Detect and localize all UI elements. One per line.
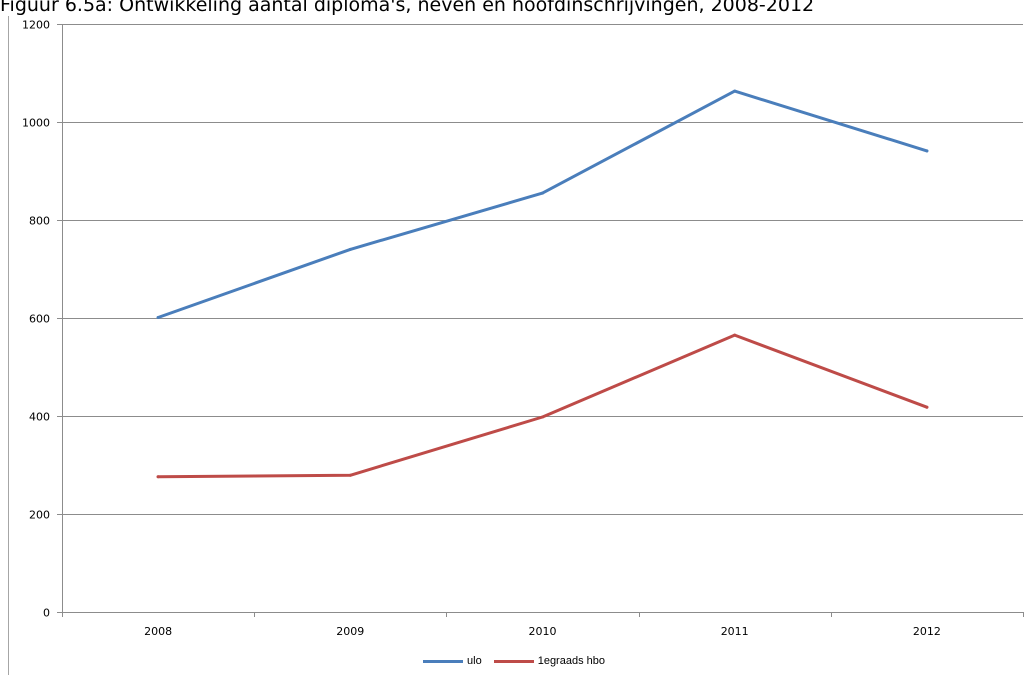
x-tick-label-2009: 2009 xyxy=(336,625,364,638)
legend-item-1egraads-hbo: 1egraads hbo xyxy=(493,655,605,667)
data-point-1egraads-hbo-2010 xyxy=(541,415,544,419)
series-line-1egraads-hbo xyxy=(156,333,929,479)
x-tick-label-2011: 2011 xyxy=(721,625,749,638)
y-tick-label-600: 600 xyxy=(29,313,50,326)
y-tick-label-800: 800 xyxy=(29,215,50,228)
legend-label-1egraads-hbo: 1egraads hbo xyxy=(537,655,605,667)
data-point-1egraads-hbo-2008 xyxy=(156,475,160,479)
data-point-1egraads-hbo-2009 xyxy=(348,473,352,477)
data-point-ulo-2011 xyxy=(733,89,737,93)
x-tick-label-2008: 2008 xyxy=(144,625,172,638)
y-tick-label-1200: 1200 xyxy=(22,19,50,32)
data-point-ulo-2008 xyxy=(156,316,160,319)
x-tick-label-2010: 2010 xyxy=(529,625,557,638)
data-point-ulo-2009 xyxy=(348,247,352,251)
y-tick-label-0: 0 xyxy=(43,607,50,620)
series-line-ulo xyxy=(156,89,929,319)
data-point-1egraads-hbo-2011 xyxy=(733,333,737,337)
data-point-1egraads-hbo-2012 xyxy=(925,405,929,409)
legend-swatch-1egraads-hbo xyxy=(493,659,534,663)
y-tick-label-1000: 1000 xyxy=(22,117,50,130)
chart-legend: ulo 1egraads hbo xyxy=(0,652,1028,670)
y-tick-label-400: 400 xyxy=(29,411,50,424)
data-point-ulo-2010 xyxy=(541,191,544,195)
chart-frame-left-border xyxy=(8,16,9,675)
legend-item-ulo: ulo xyxy=(423,655,482,667)
legend-label-ulo: ulo xyxy=(467,655,482,667)
legend-swatch-ulo xyxy=(423,659,464,663)
y-tick-label-200: 200 xyxy=(29,509,50,522)
x-tick-label-2012: 2012 xyxy=(913,625,941,638)
chart-title: Figuur 6.5a: Ontwikkeling aantal diploma… xyxy=(0,0,815,16)
data-point-ulo-2012 xyxy=(925,149,929,153)
